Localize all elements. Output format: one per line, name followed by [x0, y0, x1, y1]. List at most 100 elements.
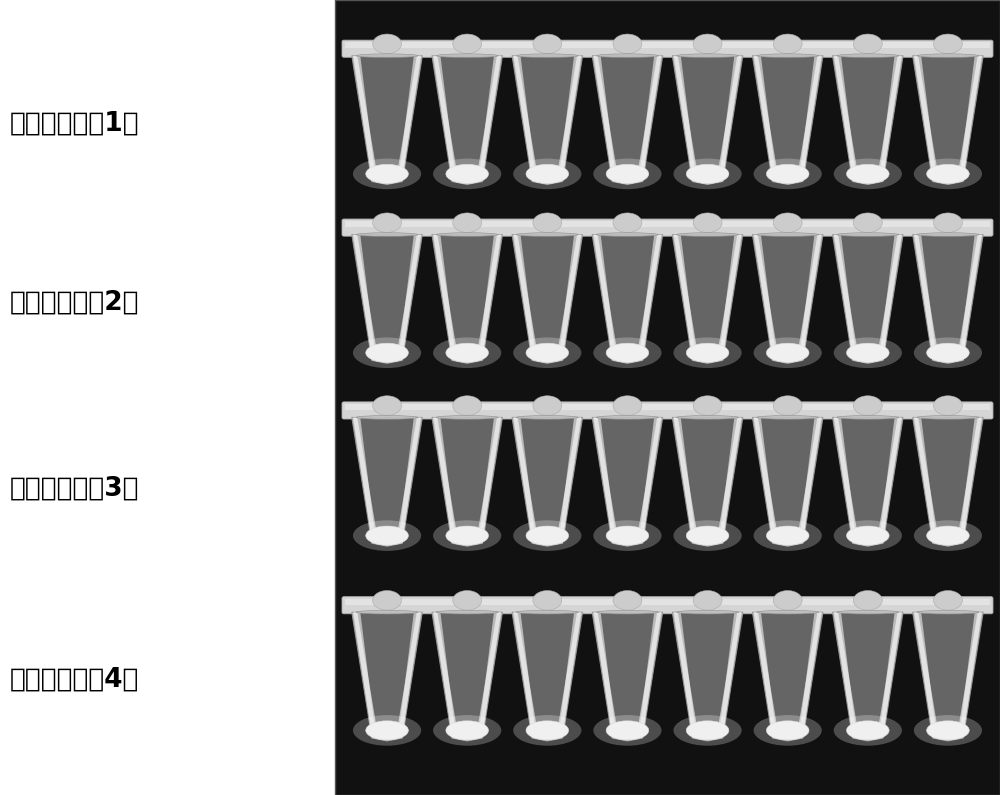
Ellipse shape: [837, 54, 899, 57]
Polygon shape: [518, 613, 577, 738]
Polygon shape: [512, 612, 583, 741]
Polygon shape: [357, 418, 417, 543]
FancyBboxPatch shape: [335, 0, 1000, 795]
Text: 冻干保护剂（3）: 冻干保护剂（3）: [10, 476, 140, 502]
Ellipse shape: [606, 526, 649, 545]
Polygon shape: [592, 417, 663, 546]
Polygon shape: [559, 612, 581, 736]
Polygon shape: [432, 56, 502, 184]
Polygon shape: [559, 56, 581, 180]
Polygon shape: [639, 417, 661, 541]
Ellipse shape: [834, 337, 902, 368]
Ellipse shape: [446, 343, 489, 363]
Polygon shape: [758, 418, 817, 543]
Polygon shape: [438, 235, 497, 360]
Ellipse shape: [596, 54, 658, 57]
Polygon shape: [913, 235, 983, 363]
Polygon shape: [752, 417, 823, 546]
Ellipse shape: [436, 54, 498, 57]
Polygon shape: [399, 56, 421, 180]
Polygon shape: [834, 56, 856, 180]
FancyBboxPatch shape: [345, 221, 990, 227]
Ellipse shape: [754, 715, 822, 746]
Polygon shape: [758, 56, 817, 181]
Ellipse shape: [516, 416, 578, 419]
Ellipse shape: [754, 158, 822, 189]
Ellipse shape: [757, 416, 819, 419]
Polygon shape: [594, 235, 616, 359]
Ellipse shape: [446, 165, 489, 184]
Polygon shape: [960, 417, 982, 541]
Polygon shape: [833, 417, 903, 546]
Polygon shape: [960, 56, 982, 180]
Polygon shape: [719, 417, 741, 541]
Polygon shape: [719, 235, 741, 359]
Ellipse shape: [533, 213, 562, 232]
Ellipse shape: [834, 520, 902, 551]
Polygon shape: [754, 417, 776, 541]
Polygon shape: [432, 417, 502, 546]
Polygon shape: [674, 417, 696, 541]
Polygon shape: [433, 417, 455, 541]
Polygon shape: [799, 612, 822, 736]
Ellipse shape: [356, 233, 418, 236]
Ellipse shape: [834, 158, 902, 189]
Polygon shape: [880, 235, 902, 359]
Polygon shape: [438, 418, 497, 543]
Ellipse shape: [693, 34, 722, 53]
Polygon shape: [838, 235, 897, 360]
Ellipse shape: [677, 54, 739, 57]
Polygon shape: [719, 612, 741, 736]
Ellipse shape: [686, 165, 729, 184]
Ellipse shape: [533, 34, 562, 53]
Polygon shape: [598, 613, 657, 738]
Polygon shape: [518, 235, 577, 360]
Ellipse shape: [516, 611, 578, 614]
Polygon shape: [433, 56, 455, 180]
Ellipse shape: [433, 520, 501, 551]
Polygon shape: [799, 417, 822, 541]
Polygon shape: [592, 235, 663, 363]
Polygon shape: [352, 56, 422, 184]
Polygon shape: [592, 56, 663, 184]
Polygon shape: [913, 56, 983, 184]
Ellipse shape: [366, 165, 408, 184]
Ellipse shape: [934, 396, 962, 415]
Ellipse shape: [356, 54, 418, 57]
Ellipse shape: [686, 526, 729, 545]
Ellipse shape: [934, 591, 962, 610]
Polygon shape: [598, 418, 657, 543]
Polygon shape: [639, 56, 661, 180]
Ellipse shape: [433, 158, 501, 189]
Ellipse shape: [593, 715, 662, 746]
Ellipse shape: [433, 715, 501, 746]
Polygon shape: [559, 235, 581, 359]
Ellipse shape: [353, 158, 421, 189]
Ellipse shape: [837, 233, 899, 236]
Ellipse shape: [837, 611, 899, 614]
Ellipse shape: [757, 611, 819, 614]
Ellipse shape: [917, 233, 979, 236]
Ellipse shape: [446, 721, 489, 740]
Polygon shape: [799, 235, 822, 359]
Polygon shape: [960, 612, 982, 736]
Ellipse shape: [593, 158, 662, 189]
Ellipse shape: [613, 213, 642, 232]
Polygon shape: [352, 235, 422, 363]
Polygon shape: [357, 56, 417, 181]
Polygon shape: [918, 418, 978, 543]
Polygon shape: [678, 56, 737, 181]
Ellipse shape: [453, 34, 482, 53]
Ellipse shape: [513, 337, 581, 368]
Ellipse shape: [436, 416, 498, 419]
Polygon shape: [918, 56, 978, 181]
Polygon shape: [833, 56, 903, 184]
Ellipse shape: [353, 520, 421, 551]
Polygon shape: [672, 417, 743, 546]
Polygon shape: [834, 612, 856, 736]
Polygon shape: [799, 56, 822, 180]
Polygon shape: [880, 56, 902, 180]
Polygon shape: [513, 612, 536, 736]
Ellipse shape: [373, 591, 401, 610]
Ellipse shape: [516, 233, 578, 236]
